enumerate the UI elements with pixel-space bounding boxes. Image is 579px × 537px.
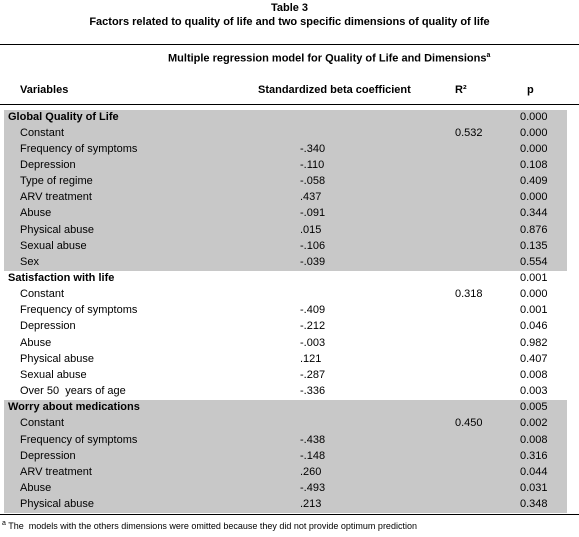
beta: -.091 xyxy=(300,207,326,220)
variable: Abuse xyxy=(20,481,52,494)
p-value: 0.344 xyxy=(520,207,548,220)
p-value: 0.108 xyxy=(520,158,548,171)
beta: .260 xyxy=(300,465,322,478)
beta: -.336 xyxy=(300,385,326,398)
p-value: 0.407 xyxy=(520,352,548,365)
variable: ARV treatment xyxy=(20,191,92,204)
beta: .121 xyxy=(300,352,322,365)
variable: Physical abuse xyxy=(20,223,94,236)
variable: Frequency of symptoms xyxy=(20,433,138,446)
p-value: 0.001 xyxy=(520,272,548,284)
beta: -.148 xyxy=(300,449,326,462)
variable: Physical abuse xyxy=(20,352,94,365)
beta: -.106 xyxy=(300,239,326,252)
section-title: Global Quality of Life xyxy=(8,110,119,123)
section-title: Satisfaction with life xyxy=(8,272,115,284)
variable: Sexual abuse xyxy=(20,239,87,252)
p-value: 0.000 xyxy=(520,126,548,139)
p-value: 0.008 xyxy=(520,433,548,446)
beta: .213 xyxy=(300,498,322,511)
column-header: R² xyxy=(455,84,467,96)
rule xyxy=(0,104,579,105)
rule xyxy=(0,514,579,515)
p-value: 0.000 xyxy=(520,191,548,204)
p-value: 0.000 xyxy=(520,110,548,123)
p-value: 0.003 xyxy=(520,385,548,398)
table-title: Table 3 xyxy=(270,2,309,14)
beta: .015 xyxy=(300,223,322,236)
r-squared: 0.532 xyxy=(455,126,483,139)
section-title: Worry about medications xyxy=(8,401,140,414)
variable: Physical abuse xyxy=(20,498,94,511)
variable: Depression xyxy=(20,449,76,462)
beta: -.058 xyxy=(300,175,326,188)
footnote-text: The models with the others dimensions we… xyxy=(5,521,417,531)
beta: -.409 xyxy=(300,304,326,317)
p-value: 0.982 xyxy=(520,336,548,349)
p-value: 0.002 xyxy=(520,417,548,430)
variable: Over 50 years of age xyxy=(20,385,126,398)
variable: Depression xyxy=(20,158,76,171)
p-value: 0.316 xyxy=(520,449,548,462)
beta: -.110 xyxy=(300,158,325,171)
beta: .437 xyxy=(300,191,322,204)
footnote-marker: a xyxy=(486,52,491,59)
beta: -.438 xyxy=(300,433,326,446)
footnote: a The models with the others dimensions … xyxy=(2,520,417,531)
variable: Depression xyxy=(20,320,76,333)
column-header: Standardized beta coefficient xyxy=(258,84,411,96)
section-band xyxy=(4,400,567,514)
variable: Type of regime xyxy=(20,175,93,188)
model-header-text: Multiple regression model for Quality of… xyxy=(168,52,487,65)
p-value: 0.008 xyxy=(520,368,548,381)
p-value: 0.031 xyxy=(520,481,548,494)
variable: ARV treatment xyxy=(20,465,92,478)
variable: Frequency of symptoms xyxy=(20,304,138,317)
section-band xyxy=(4,109,567,271)
p-value: 0.554 xyxy=(520,255,548,268)
rule xyxy=(0,44,579,45)
p-value: 0.044 xyxy=(520,465,548,478)
beta: -.340 xyxy=(300,142,326,155)
column-header: p xyxy=(527,84,534,96)
beta: -.212 xyxy=(300,320,326,333)
variable: Sex xyxy=(20,255,39,268)
variable: Sexual abuse xyxy=(20,368,87,381)
p-value: 0.001 xyxy=(520,304,548,317)
variable: Constant xyxy=(20,417,65,430)
beta: -.039 xyxy=(300,255,326,268)
footnote-marker: a xyxy=(2,520,6,527)
r-squared: 0.450 xyxy=(455,417,483,430)
table-subtitle: Factors related to quality of life and t… xyxy=(89,16,490,28)
p-value: 0.876 xyxy=(520,223,548,236)
beta: -.493 xyxy=(300,481,326,494)
r-squared: 0.318 xyxy=(455,288,483,301)
p-value: 0.000 xyxy=(520,142,548,155)
beta: -.287 xyxy=(300,368,326,381)
p-value: 0.135 xyxy=(520,239,548,252)
p-value: 0.046 xyxy=(520,320,548,333)
variable: Frequency of symptoms xyxy=(20,142,138,155)
p-value: 0.409 xyxy=(520,175,548,188)
p-value: 0.005 xyxy=(520,401,548,414)
variable: Abuse xyxy=(20,207,52,220)
variable: Constant xyxy=(20,288,65,301)
beta: -.003 xyxy=(300,336,326,349)
variable: Constant xyxy=(20,126,65,139)
column-header: Variables xyxy=(20,84,69,96)
p-value: 0.000 xyxy=(520,288,548,301)
p-value: 0.348 xyxy=(520,498,548,511)
model-header: Multiple regression model for Quality of… xyxy=(168,52,490,65)
variable: Abuse xyxy=(20,336,52,349)
